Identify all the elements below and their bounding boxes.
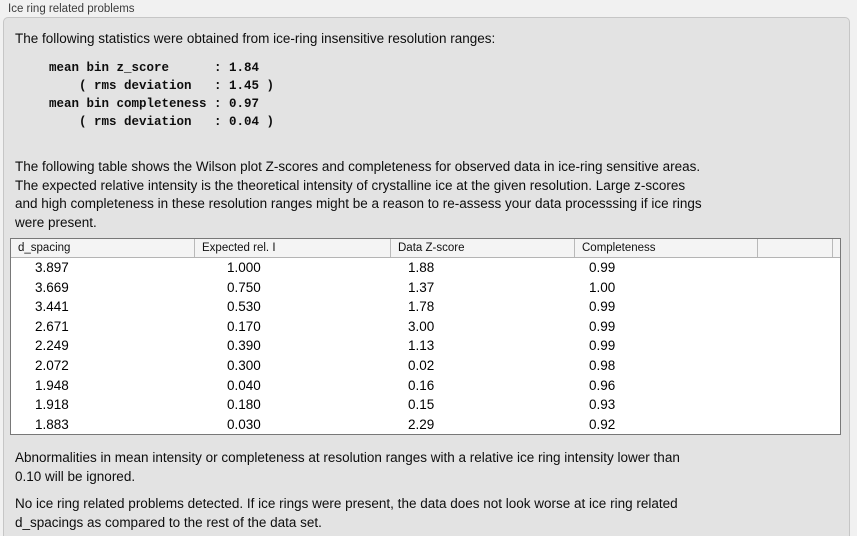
table-cell: 2.29 bbox=[408, 416, 435, 432]
column-header-edge bbox=[832, 239, 840, 257]
table-cell: 2.072 bbox=[35, 357, 69, 373]
table-body: 3.897 1.000 1.88 0.99 3.669 0.750 1.37 1.00 3.44… bbox=[11, 258, 840, 435]
ice-ring-group-box: The following statistics were obtained f… bbox=[3, 17, 850, 536]
table-cell: 0.99 bbox=[589, 338, 616, 354]
table-cell: 0.15 bbox=[408, 397, 435, 413]
table-cell: 1.948 bbox=[35, 377, 69, 393]
column-header-data-z-score[interactable]: Data Z-score bbox=[390, 239, 574, 257]
table-cell: 1.88 bbox=[408, 260, 435, 275]
table-cell: 3.897 bbox=[35, 260, 69, 275]
table-cell: 1.00 bbox=[589, 279, 616, 295]
table-cell: 0.180 bbox=[227, 397, 261, 413]
table-row[interactable]: 1.948 0.040 0.16 0.96 bbox=[11, 375, 840, 396]
table-description: The following table shows the Wilson plo… bbox=[15, 159, 702, 230]
table-cell: 1.78 bbox=[408, 299, 435, 315]
column-header-filler bbox=[757, 239, 832, 257]
table-cell-filler bbox=[757, 336, 840, 356]
column-header-expected-rel-i[interactable]: Expected rel. I bbox=[194, 239, 390, 257]
table-cell: 3.669 bbox=[35, 279, 69, 295]
table-cell-filler bbox=[757, 297, 840, 317]
table-cell-filler bbox=[757, 356, 840, 376]
table-cell: 1.883 bbox=[35, 416, 69, 432]
stats-block: mean bin z_score : 1.84 ( rms deviation … bbox=[49, 61, 275, 129]
column-header-d-spacing[interactable]: d_spacing bbox=[18, 242, 71, 254]
table-cell-filler bbox=[757, 415, 840, 435]
table-cell: 2.671 bbox=[35, 318, 69, 334]
table-cell: 0.030 bbox=[227, 416, 261, 432]
table-cell: 3.00 bbox=[408, 318, 435, 334]
intro-text: The following statistics were obtained f… bbox=[15, 31, 496, 46]
table-cell: 0.93 bbox=[589, 397, 616, 413]
table-cell: 0.99 bbox=[589, 260, 616, 275]
table-cell-filler bbox=[757, 278, 840, 298]
table-cell: 1.13 bbox=[408, 338, 435, 354]
column-header-completeness[interactable]: Completeness bbox=[574, 239, 757, 257]
table-row[interactable]: 3.669 0.750 1.37 1.00 bbox=[11, 277, 840, 298]
table-cell: 0.92 bbox=[589, 416, 616, 432]
table-cell-filler bbox=[757, 395, 840, 415]
table-row[interactable]: 3.897 1.000 1.88 0.99 bbox=[11, 258, 840, 278]
table-row[interactable]: 2.671 0.170 3.00 0.99 bbox=[11, 316, 840, 337]
ice-ring-table: d_spacing Expected rel. I Data Z-score C… bbox=[10, 238, 841, 435]
ignore-note: Abnormalities in mean intensity or compl… bbox=[15, 450, 680, 484]
table-cell: 0.750 bbox=[227, 279, 261, 295]
table-cell: 0.99 bbox=[589, 299, 616, 315]
table-cell: 0.02 bbox=[408, 357, 435, 373]
table-cell: 0.530 bbox=[227, 299, 261, 315]
table-cell-filler bbox=[757, 376, 840, 396]
table-row[interactable]: 2.249 0.390 1.13 0.99 bbox=[11, 336, 840, 356]
table-cell: 3.441 bbox=[35, 299, 69, 315]
table-cell-filler bbox=[757, 317, 840, 337]
conclusion-text: No ice ring related problems detected. I… bbox=[15, 496, 678, 530]
table-row[interactable]: 3.441 0.530 1.78 0.99 bbox=[11, 297, 840, 317]
table-cell: 0.390 bbox=[227, 338, 261, 354]
table-cell-filler bbox=[757, 258, 840, 278]
table-cell: 1.37 bbox=[408, 279, 435, 295]
table-cell: 2.249 bbox=[35, 338, 69, 354]
table-row[interactable]: 1.918 0.180 0.15 0.93 bbox=[11, 395, 840, 415]
table-row[interactable]: 2.072 0.300 0.02 0.98 bbox=[11, 355, 840, 376]
table-cell: 0.300 bbox=[227, 357, 261, 373]
table-cell: 0.99 bbox=[589, 318, 616, 334]
table-cell: 0.98 bbox=[589, 357, 616, 373]
table-cell: 0.16 bbox=[408, 377, 435, 393]
panel-title: Ice ring related problems bbox=[8, 3, 135, 15]
table-header-row: d_spacing Expected rel. I Data Z-score C… bbox=[11, 239, 840, 258]
table-cell: 1.000 bbox=[227, 260, 261, 275]
table-cell: 0.170 bbox=[227, 318, 261, 334]
table-cell: 1.918 bbox=[35, 397, 69, 413]
table-cell: 0.96 bbox=[589, 377, 616, 393]
table-cell: 0.040 bbox=[227, 377, 261, 393]
table-row[interactable]: 1.883 0.030 2.29 0.92 bbox=[11, 414, 840, 435]
